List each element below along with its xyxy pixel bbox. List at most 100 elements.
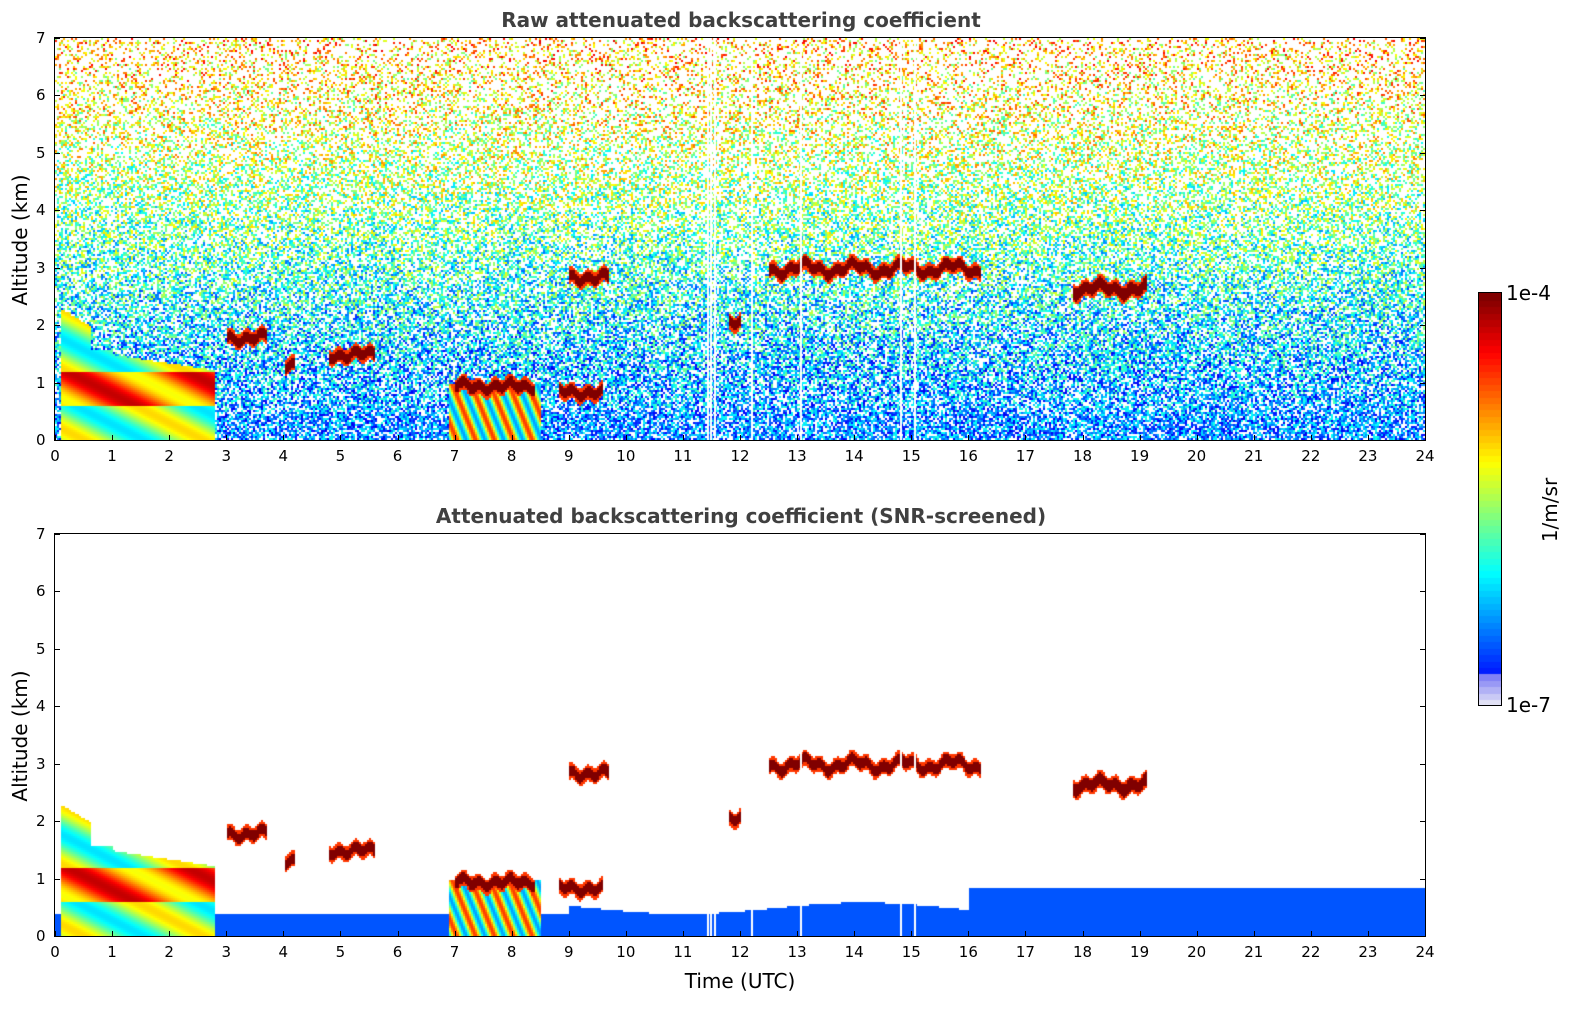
x-tick-label: 11 xyxy=(673,943,693,961)
x-tick-mark xyxy=(340,435,342,440)
x-tick-label: 10 xyxy=(616,447,636,465)
x-tick-mark xyxy=(968,931,970,936)
x-tick-mark xyxy=(1139,931,1141,936)
x-tick-mark xyxy=(740,931,741,936)
y-tick-label: 5 xyxy=(36,639,46,658)
x-tick-label: 11 xyxy=(673,447,693,465)
x-axis-label: Time (UTC) xyxy=(684,969,796,993)
x-tick-label: 22 xyxy=(1301,943,1321,961)
bottom-heatmap xyxy=(55,534,1425,936)
y-tick-mark xyxy=(1420,591,1425,593)
x-tick-mark xyxy=(854,435,856,440)
x-tick-label: 14 xyxy=(844,943,864,961)
top-y-axis-label: Altitude (km) xyxy=(8,174,32,306)
y-tick-label: 6 xyxy=(36,582,46,601)
x-tick-mark xyxy=(55,931,56,936)
colorbar-unit-label: 1/m/sr xyxy=(1538,477,1563,543)
colorbar xyxy=(1478,292,1502,706)
y-tick-label: 0 xyxy=(36,927,46,945)
y-tick-mark xyxy=(55,763,60,765)
x-tick-label: 13 xyxy=(787,447,807,465)
y-tick-mark xyxy=(55,38,60,39)
x-tick-mark xyxy=(112,435,114,440)
y-tick-mark xyxy=(55,95,60,97)
x-tick-mark xyxy=(340,931,342,936)
y-tick-label: 6 xyxy=(36,86,46,105)
x-tick-label: 15 xyxy=(901,447,921,465)
y-tick-mark xyxy=(55,325,60,327)
x-tick-mark xyxy=(1425,435,1426,440)
x-tick-label: 1 xyxy=(107,447,117,465)
x-tick-label: 3 xyxy=(221,943,232,961)
x-tick-mark xyxy=(1196,931,1198,936)
x-tick-mark xyxy=(854,931,856,936)
x-tick-mark xyxy=(169,931,171,936)
x-tick-mark xyxy=(1025,435,1027,440)
y-tick-mark xyxy=(55,534,60,535)
x-tick-mark xyxy=(511,435,513,440)
x-tick-mark xyxy=(625,931,627,936)
bottom-y-axis-label: Altitude (km) xyxy=(8,670,32,802)
y-tick-label: 3 xyxy=(36,258,46,277)
x-tick-mark xyxy=(568,435,570,440)
y-tick-mark xyxy=(1420,38,1425,39)
colorbar-max-label: 1e-4 xyxy=(1506,281,1551,305)
x-tick-label: 2 xyxy=(164,943,174,961)
x-tick-mark xyxy=(1082,931,1084,936)
x-tick-label: 10 xyxy=(616,943,636,961)
x-tick-mark xyxy=(1367,435,1369,440)
x-tick-label: 22 xyxy=(1301,447,1321,465)
y-tick-label: 0 xyxy=(36,431,46,449)
y-tick-mark xyxy=(55,936,60,937)
x-tick-label: 12 xyxy=(730,447,750,465)
x-tick-label: 9 xyxy=(563,447,574,465)
y-tick-label: 1 xyxy=(36,373,46,392)
x-tick-mark xyxy=(454,931,456,936)
y-tick-mark xyxy=(55,706,60,708)
x-tick-label: 21 xyxy=(1244,447,1264,465)
x-tick-label: 3 xyxy=(221,447,232,465)
y-tick-mark xyxy=(1420,152,1425,154)
x-tick-mark xyxy=(1310,931,1312,936)
y-tick-mark xyxy=(55,440,60,441)
x-tick-mark xyxy=(568,931,570,936)
x-tick-label: 13 xyxy=(787,943,807,961)
top-heatmap xyxy=(55,38,1425,440)
x-tick-label: 7 xyxy=(449,943,460,961)
y-tick-mark xyxy=(1420,534,1425,535)
x-tick-label: 8 xyxy=(506,943,517,961)
x-tick-mark xyxy=(797,931,799,936)
x-tick-label: 23 xyxy=(1358,447,1378,465)
y-tick-label: 7 xyxy=(36,525,46,543)
x-tick-mark xyxy=(397,931,399,936)
y-tick-mark xyxy=(1420,95,1425,97)
x-tick-mark xyxy=(454,435,456,440)
x-tick-label: 12 xyxy=(730,943,750,961)
x-tick-label: 24 xyxy=(1415,943,1435,961)
x-tick-label: 5 xyxy=(335,943,346,961)
y-tick-mark xyxy=(55,648,60,650)
x-tick-mark xyxy=(625,435,627,440)
y-tick-mark xyxy=(1420,936,1425,937)
x-tick-mark xyxy=(1139,435,1141,440)
x-tick-mark xyxy=(682,435,684,440)
y-tick-mark xyxy=(1420,878,1425,880)
x-tick-label: 20 xyxy=(1187,943,1207,961)
x-tick-mark xyxy=(1367,931,1369,936)
x-tick-label: 0 xyxy=(50,447,60,465)
y-tick-mark xyxy=(1420,763,1425,765)
bottom-plot-area xyxy=(54,533,1426,937)
y-tick-mark xyxy=(55,152,60,154)
x-tick-mark xyxy=(1425,931,1426,936)
x-tick-label: 6 xyxy=(392,447,403,465)
top-panel-title: Raw attenuated backscattering coefficien… xyxy=(501,8,981,32)
x-tick-label: 4 xyxy=(278,943,289,961)
y-tick-mark xyxy=(1420,706,1425,708)
y-tick-label: 4 xyxy=(36,697,46,716)
x-tick-mark xyxy=(283,435,285,440)
x-tick-label: 15 xyxy=(901,943,921,961)
x-tick-mark xyxy=(397,435,399,440)
x-tick-label: 18 xyxy=(1072,447,1093,465)
y-tick-label: 2 xyxy=(36,316,46,335)
